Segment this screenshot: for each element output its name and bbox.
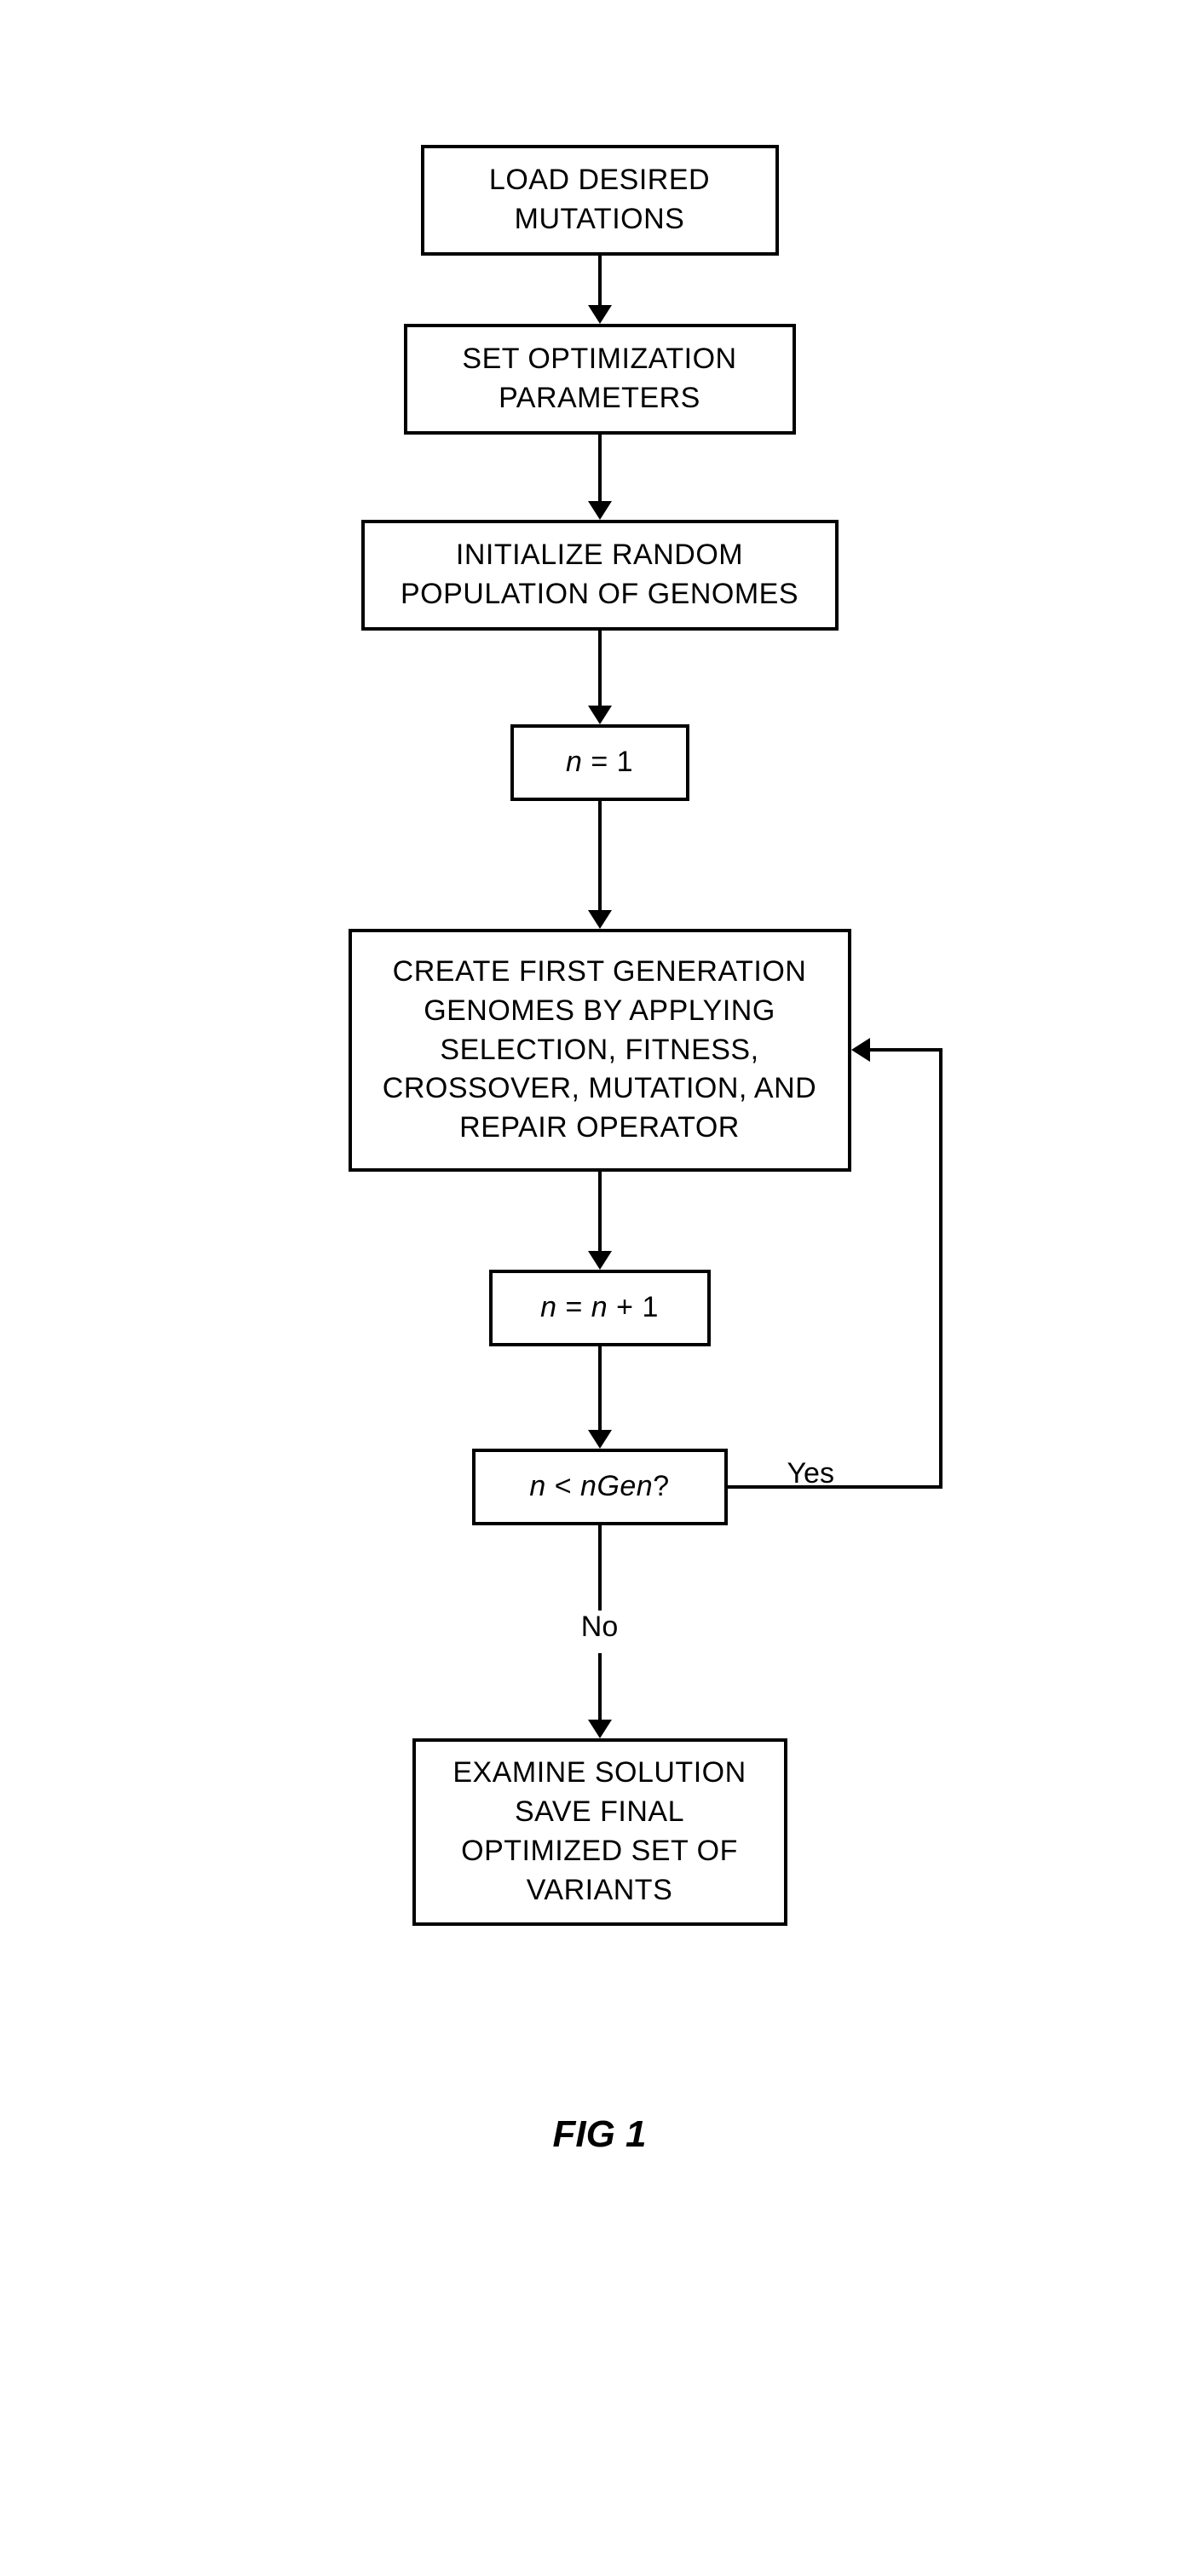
- node-text: EXAMINE SOLUTION SAVE FINAL OPTIMIZED SE…: [453, 1754, 746, 1910]
- node-text: n < nGen?: [529, 1467, 669, 1507]
- node-n-equals-1: n = 1: [510, 724, 689, 801]
- node-load-mutations: LOAD DESIRED MUTATIONS: [421, 145, 779, 256]
- node-create-generation: CREATE FIRST GENERATION GENOMES BY APPLY…: [349, 929, 851, 1172]
- arrow-yes-v: [939, 1050, 942, 1489]
- node-text: n = n + 1: [540, 1288, 659, 1328]
- arrow: [598, 1346, 602, 1430]
- arrow-head: [588, 910, 612, 929]
- arrow-head: [588, 305, 612, 324]
- node-text: CREATE FIRST GENERATION GENOMES BY APPLY…: [383, 953, 816, 1148]
- no-label: No: [581, 1611, 618, 1644]
- arrow-head: [588, 1430, 612, 1449]
- node-decision-ngen: n < nGen?: [472, 1449, 728, 1525]
- figure-caption: FIG 1: [552, 2113, 646, 2156]
- arrow-head: [588, 501, 612, 520]
- arrow-yes-h2: [870, 1048, 942, 1052]
- node-text: n = 1: [566, 743, 633, 782]
- node-text: SET OPTIMIZATION PARAMETERS: [462, 340, 736, 418]
- arrow-head: [588, 1251, 612, 1270]
- node-examine-solution: EXAMINE SOLUTION SAVE FINAL OPTIMIZED SE…: [412, 1738, 787, 1926]
- arrow: [598, 256, 602, 305]
- arrow: [598, 1525, 602, 1611]
- arrow: [598, 1172, 602, 1251]
- arrow: [598, 1653, 602, 1720]
- arrow: [598, 435, 602, 501]
- node-text: LOAD DESIRED MUTATIONS: [489, 161, 710, 239]
- yes-label: Yes: [787, 1457, 834, 1490]
- node-init-population: INITIALIZE RANDOM POPULATION OF GENOMES: [361, 520, 839, 631]
- node-set-params: SET OPTIMIZATION PARAMETERS: [404, 324, 796, 435]
- arrow: [598, 631, 602, 706]
- node-text: INITIALIZE RANDOM POPULATION OF GENOMES: [401, 536, 798, 614]
- arrow-head-left: [851, 1038, 870, 1062]
- node-increment-n: n = n + 1: [489, 1270, 711, 1346]
- arrow: [598, 801, 602, 910]
- arrow-head: [588, 706, 612, 724]
- arrow-head: [588, 1720, 612, 1738]
